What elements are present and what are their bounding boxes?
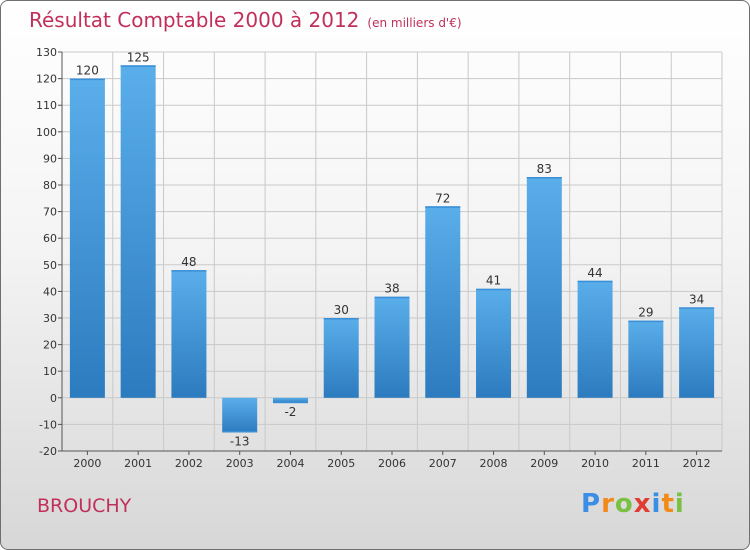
y-tick-label: 10: [43, 365, 57, 378]
bar-edge: [476, 288, 512, 291]
chart-subtitle: (en milliers d'€): [367, 16, 462, 30]
bar: [628, 320, 664, 398]
y-tick-label: -10: [39, 418, 57, 431]
y-tick-label: 30: [43, 312, 57, 325]
bar-edge: [272, 401, 308, 404]
x-tick-label: 2003: [226, 457, 254, 470]
x-tick-label: 2001: [124, 457, 152, 470]
data-label: 72: [435, 191, 450, 205]
y-tick-label: 40: [43, 285, 57, 298]
logo-letter: P: [581, 489, 602, 519]
bar: [323, 318, 359, 398]
x-tick-label: 2002: [175, 457, 203, 470]
y-tick-label: -20: [39, 445, 57, 458]
proxiti-logo: Proxiti: [581, 489, 685, 519]
bar-edge: [222, 430, 258, 433]
data-label: 29: [638, 306, 653, 320]
logo-letter: r: [601, 489, 615, 519]
y-tick-label: 60: [43, 232, 57, 245]
bar-edge: [679, 307, 715, 309]
bar-edge: [577, 280, 613, 283]
bar-edge: [628, 320, 664, 323]
bar-edge: [69, 78, 105, 81]
x-tick-label: 2005: [327, 457, 355, 470]
commune-name: BROUCHY: [37, 495, 132, 517]
bar-edge: [120, 65, 156, 67]
y-tick-label: 50: [43, 259, 57, 272]
bar: [120, 65, 156, 398]
bar: [272, 397, 308, 404]
data-label: 125: [127, 50, 150, 64]
y-tick-label: 130: [36, 46, 57, 59]
bar-edge: [323, 318, 359, 320]
data-label: 38: [384, 282, 399, 296]
data-label: 44: [587, 266, 602, 280]
bar-edge: [526, 177, 562, 179]
x-tick-label: 2012: [683, 457, 711, 470]
x-tick-label: 2004: [276, 457, 304, 470]
y-tick-label: 70: [43, 206, 57, 219]
y-tick-label: 80: [43, 179, 57, 192]
data-label: -2: [284, 405, 296, 419]
x-tick-label: 2000: [73, 457, 101, 470]
data-label: 48: [181, 255, 196, 269]
bar: [374, 296, 410, 398]
logo-letter: o: [614, 489, 634, 519]
y-tick-label: 90: [43, 152, 57, 165]
bar: [171, 270, 207, 398]
bar-edge: [171, 270, 207, 272]
data-label: 83: [537, 162, 552, 176]
y-tick-label: 0: [50, 392, 57, 405]
x-tick-label: 2009: [530, 457, 558, 470]
data-label: 41: [486, 274, 501, 288]
x-tick-label: 2010: [581, 457, 609, 470]
bar-edge: [374, 296, 410, 299]
chart-title: Résultat Comptable 2000 à 2012 (en millie…: [29, 8, 462, 32]
data-label: 34: [689, 292, 704, 306]
logo-letter: t: [661, 489, 675, 519]
bar: [577, 280, 613, 398]
data-label: 120: [76, 64, 99, 78]
bar: [476, 288, 512, 398]
data-label: 30: [334, 303, 349, 317]
logo-letter: i: [674, 489, 685, 519]
y-tick-label: 20: [43, 339, 57, 352]
y-tick-label: 110: [36, 99, 57, 112]
x-tick-label: 2007: [429, 457, 457, 470]
y-tick-label: 120: [36, 73, 57, 86]
logo-letter: i: [651, 489, 662, 519]
bar-edge: [425, 206, 461, 208]
x-tick-label: 2008: [480, 457, 508, 470]
y-tick-label: 100: [36, 126, 57, 139]
bar: [425, 206, 461, 398]
bar: [222, 397, 258, 433]
logo-letter: x: [633, 489, 652, 519]
chart-title-text: Résultat Comptable 2000 à 2012: [29, 8, 360, 32]
x-tick-label: 2011: [632, 457, 660, 470]
data-label: -13: [230, 434, 250, 448]
bar: [526, 177, 562, 398]
bar: [69, 78, 105, 398]
x-tick-label: 2006: [378, 457, 406, 470]
bar: [679, 307, 715, 398]
